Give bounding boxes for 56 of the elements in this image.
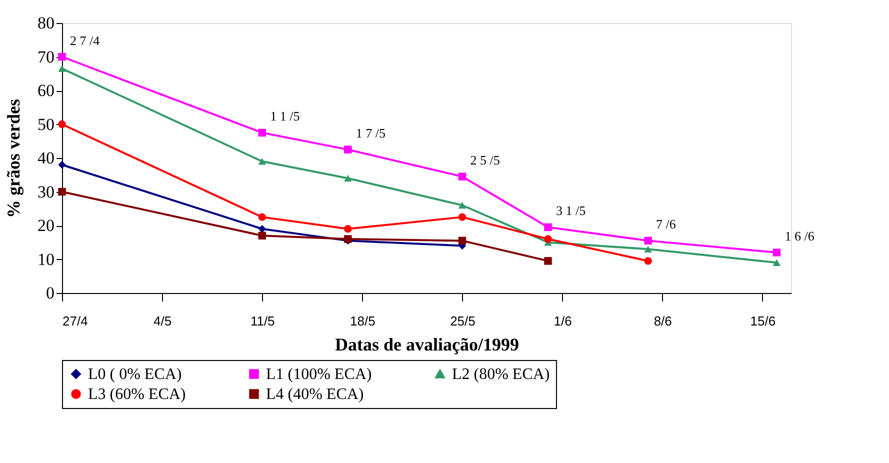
x-tick-label: 4/5 bbox=[154, 314, 172, 328]
legend-label: L1 (100% ECA) bbox=[266, 366, 372, 383]
point bbox=[544, 257, 552, 265]
y-tick-label: 20 bbox=[38, 216, 54, 235]
point bbox=[58, 188, 66, 196]
y-tick-label: 80 bbox=[38, 14, 54, 32]
annotation: 3 1 /5 bbox=[556, 203, 586, 218]
point bbox=[644, 236, 652, 245]
point bbox=[458, 202, 466, 209]
point bbox=[58, 52, 66, 61]
annotation: 1 1 /5 bbox=[270, 108, 300, 124]
point bbox=[58, 65, 66, 72]
annotation: 1 6 /6 bbox=[784, 228, 815, 244]
point bbox=[772, 259, 781, 266]
point bbox=[772, 248, 781, 256]
point bbox=[344, 225, 352, 233]
x-tick-label: 18/5 bbox=[350, 314, 376, 328]
point bbox=[58, 120, 66, 128]
point bbox=[644, 246, 652, 252]
x-tick-label: 1/6 bbox=[554, 314, 572, 328]
y-axis-title: % grãos verdes bbox=[4, 99, 24, 218]
legend-label: L3 (60% ECA) bbox=[88, 386, 186, 403]
point bbox=[458, 213, 466, 221]
point bbox=[258, 128, 266, 137]
point bbox=[258, 232, 266, 240]
annotation: 1 7 /5 bbox=[356, 126, 386, 141]
y-tick-label: 30 bbox=[38, 182, 54, 202]
legend-label: L2 (80% ECA) bbox=[452, 366, 550, 383]
y-tick-label: 50 bbox=[38, 114, 54, 134]
point bbox=[258, 158, 266, 165]
y-tick-label: 0 bbox=[46, 284, 54, 302]
point bbox=[644, 257, 652, 265]
point bbox=[544, 223, 552, 232]
point bbox=[258, 225, 266, 233]
point bbox=[344, 146, 352, 154]
point bbox=[344, 174, 352, 182]
x-axis-title: Datas de avaliação/1999 bbox=[335, 334, 519, 354]
x-tick-label: 15/6 bbox=[750, 314, 776, 328]
point bbox=[544, 235, 552, 243]
point bbox=[458, 236, 466, 245]
annotation: 2 7 /4 bbox=[70, 32, 100, 48]
x-tick-label: 27/4 bbox=[62, 314, 88, 328]
point bbox=[458, 172, 466, 180]
y-tick-label: 10 bbox=[38, 250, 54, 269]
legend-label: L4 (40% ECA) bbox=[266, 386, 364, 403]
x-tick-label: 25/5 bbox=[450, 314, 476, 328]
legend-label: L0 ( 0% ECA) bbox=[88, 366, 182, 383]
x-tick-label: 8/6 bbox=[654, 314, 672, 328]
y-tick-label: 60 bbox=[38, 81, 54, 100]
y-tick-label: 40 bbox=[38, 148, 54, 168]
point bbox=[258, 213, 266, 221]
annotation: 7 /6 bbox=[656, 216, 676, 232]
x-tick-label: 11/5 bbox=[250, 314, 275, 328]
point bbox=[58, 160, 66, 169]
annotation: 2 5 /5 bbox=[470, 152, 500, 168]
y-tick-label: 70 bbox=[38, 47, 54, 66]
